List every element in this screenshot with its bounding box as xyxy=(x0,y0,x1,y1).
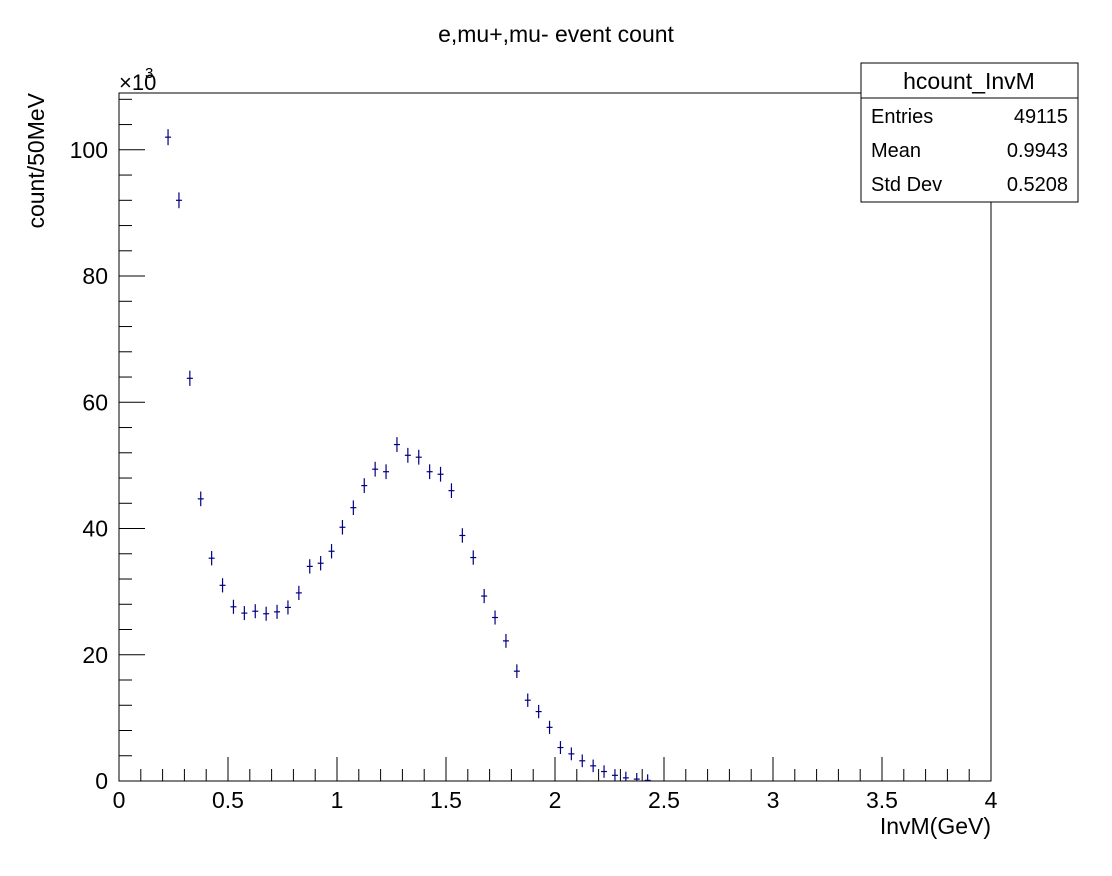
data-point xyxy=(644,774,651,781)
data-point xyxy=(579,754,586,768)
stats-value-mean: 0.9943 xyxy=(1007,140,1068,162)
data-point xyxy=(448,483,455,499)
data-point xyxy=(535,704,542,719)
data-point xyxy=(481,588,488,604)
data-point xyxy=(568,747,575,761)
x-tick-label: 2.5 xyxy=(648,787,680,813)
stats-label-mean: Mean xyxy=(871,140,921,162)
data-series xyxy=(165,129,651,781)
data-point xyxy=(186,370,193,386)
data-point xyxy=(601,765,608,778)
data-point xyxy=(361,478,368,493)
x-tick-label: 2 xyxy=(549,787,562,813)
data-point xyxy=(197,491,204,507)
stats-label-entries: Entries xyxy=(871,106,933,128)
y-tick-label: 60 xyxy=(82,389,108,415)
y-tick-label: 100 xyxy=(70,137,108,163)
data-point xyxy=(557,741,564,755)
data-point xyxy=(274,604,281,619)
plot-frame xyxy=(118,92,992,782)
chart-title: e,mu+,mu- event count xyxy=(438,21,674,47)
data-point xyxy=(219,578,226,593)
data-point xyxy=(524,693,531,707)
x-tick-label: 3 xyxy=(767,787,780,813)
x-tick-label: 1.5 xyxy=(430,787,462,813)
y-tick-label: 20 xyxy=(82,642,108,668)
x-tick-label: 0 xyxy=(113,787,126,813)
y-axis: 0 20 40 60 80 100 xyxy=(70,98,145,794)
data-point xyxy=(513,664,520,679)
data-point xyxy=(404,447,411,463)
stats-value-stddev: 0.5208 xyxy=(1007,174,1068,196)
y-tick-label: 40 xyxy=(82,516,108,542)
data-point xyxy=(339,519,346,535)
data-point xyxy=(546,720,553,734)
data-point xyxy=(393,437,400,453)
data-point xyxy=(284,600,291,615)
x-axis-label: InvM(GeV) xyxy=(880,813,991,839)
data-point xyxy=(350,500,357,516)
x-tick-label: 3.5 xyxy=(866,787,898,813)
stats-label-stddev: Std Dev xyxy=(871,174,942,196)
x-tick-label: 1 xyxy=(331,787,344,813)
data-point xyxy=(633,772,640,781)
stats-value-entries: 49115 xyxy=(1014,106,1068,128)
data-point xyxy=(611,769,618,781)
data-point xyxy=(437,466,444,482)
data-point xyxy=(492,610,499,625)
data-point xyxy=(165,129,172,146)
data-point xyxy=(263,606,270,621)
data-point xyxy=(317,556,324,571)
data-point xyxy=(175,192,182,209)
y-multiplier-exponent: 3 xyxy=(145,65,153,82)
x-axis: 0 0.5 1 1.5 2 2.5 3 3.5 4 xyxy=(113,757,998,813)
data-point xyxy=(295,585,302,600)
data-point xyxy=(306,559,313,574)
data-point xyxy=(230,599,237,614)
data-point xyxy=(502,633,509,648)
y-axis-label: count/50MeV xyxy=(23,92,49,228)
data-point xyxy=(241,606,248,621)
x-tick-label: 0.5 xyxy=(212,787,244,813)
data-point xyxy=(372,461,379,477)
data-point xyxy=(622,771,629,781)
data-point xyxy=(590,759,597,773)
y-tick-label: 0 xyxy=(95,768,108,794)
stats-box: hcount_InvM Entries 49115 Mean 0.9943 St… xyxy=(860,62,1079,203)
data-point xyxy=(415,449,422,465)
stats-box-title: hcount_InvM xyxy=(903,68,1035,94)
x-tick-label: 4 xyxy=(985,787,998,813)
y-tick-label: 80 xyxy=(82,263,108,289)
data-point xyxy=(426,464,433,480)
y-multiplier-label: ×10 xyxy=(119,70,156,95)
data-point xyxy=(459,528,466,543)
data-point xyxy=(383,464,390,480)
data-point xyxy=(252,604,259,619)
stats-box-frame xyxy=(860,62,1079,203)
data-point xyxy=(470,550,477,565)
data-point xyxy=(208,551,215,566)
data-point xyxy=(328,544,335,559)
